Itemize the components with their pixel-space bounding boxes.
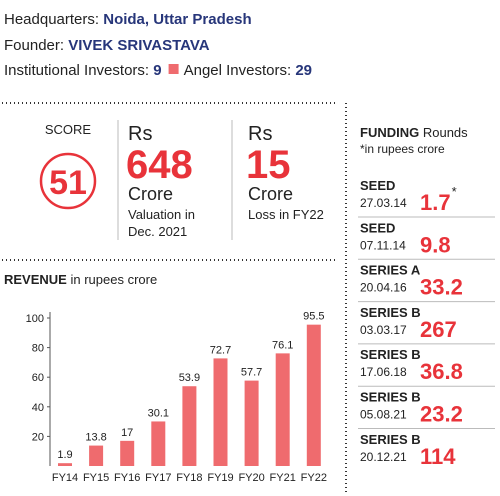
bar — [58, 463, 72, 466]
inst-label: Institutional Investors: — [4, 62, 149, 79]
bar — [244, 380, 259, 466]
note: Valuation in — [128, 207, 195, 222]
round-amount: 9.8 — [420, 232, 451, 257]
round-stage: SERIES A — [360, 263, 421, 278]
founder-label: Founder: — [4, 37, 64, 54]
x-tick-label: FY14 — [52, 472, 78, 484]
separator-square — [168, 64, 179, 74]
value-label: 76.1 — [272, 339, 293, 351]
x-tick-label: FY17 — [145, 472, 171, 484]
x-tick-label: FY20 — [238, 472, 264, 484]
bar — [306, 324, 321, 466]
round-date: 20.12.21 — [360, 450, 407, 464]
bar — [213, 358, 228, 466]
funding-title: FUNDING — [360, 125, 419, 140]
hq: Noida, Uttar Pradesh — [103, 11, 251, 28]
x-tick-label: FY22 — [301, 472, 327, 484]
value-label: 17 — [121, 427, 133, 439]
currency: Rs — [128, 123, 152, 145]
score-value: 51 — [49, 164, 87, 202]
x-tick-label: FY21 — [270, 472, 296, 484]
round-stage: SERIES B — [360, 432, 421, 447]
currency: Rs — [248, 123, 272, 145]
round-amount: 1.7 — [420, 190, 451, 215]
chart-title: REVENUE — [4, 272, 67, 287]
valuation-value: 648 — [126, 143, 193, 187]
round-date: 03.03.17 — [360, 323, 407, 337]
round-stage: SERIES B — [360, 305, 421, 320]
investors-line: Institutional Investors: 9 Angel Investor… — [4, 62, 312, 79]
round-stage: SEED — [360, 178, 395, 193]
y-tick-label: 60 — [32, 372, 44, 384]
bar — [275, 353, 290, 466]
round-amount: 114 — [420, 444, 456, 469]
round-amount: 23.2 — [420, 402, 463, 427]
y-tick-label: 20 — [32, 431, 44, 443]
chart-subtitle: in rupees crore — [70, 272, 157, 287]
unit: Crore — [248, 184, 293, 204]
funding-title-line: FUNDING Rounds — [360, 125, 468, 140]
x-tick-label: FY19 — [207, 472, 233, 484]
funding-subtitle: *in rupees crore — [360, 142, 445, 156]
y-tick-label: 80 — [32, 343, 44, 355]
round-amount: 36.8 — [420, 359, 463, 384]
funding-list: SEED 27.03.14 1.7 * SEED 07.11.14 9.8 SERIES A 2… — [358, 178, 495, 469]
x-tick-label: FY16 — [114, 472, 140, 484]
bar — [151, 421, 166, 466]
funding-title-rest: Rounds — [423, 125, 468, 140]
y-tick-label: 40 — [32, 402, 44, 414]
value-label: 13.8 — [85, 432, 106, 444]
round-amount: 33.2 — [420, 275, 463, 300]
round-date: 27.03.14 — [360, 196, 407, 210]
hq-label: Headquarters: — [4, 11, 99, 28]
angel: 29 — [295, 62, 312, 79]
loss-value: 15 — [246, 143, 291, 187]
inst: 9 — [153, 62, 161, 79]
bar — [182, 386, 197, 466]
unit: Crore — [128, 184, 173, 204]
score-label: SCORE — [45, 122, 92, 137]
note: Dec. 2021 — [128, 224, 187, 239]
round-date: 17.06.18 — [360, 365, 407, 379]
value-label: 72.7 — [210, 344, 231, 356]
revenue-chart: 20 40 60 80 100 1.9 FY14 13.8 FY15 17 FY16 30.1 FY17… — [26, 311, 327, 484]
x-tick-label: FY15 — [83, 472, 109, 484]
x-tick-label: FY18 — [176, 472, 202, 484]
value-label: 1.9 — [57, 449, 72, 461]
value-label: 30.1 — [148, 407, 169, 419]
chart-title-line: REVENUE in rupees crore — [4, 272, 157, 287]
hq-line: Headquarters: Noida, Uttar Pradesh — [4, 11, 252, 28]
bar — [89, 445, 104, 466]
value-label: 95.5 — [303, 311, 324, 323]
round-date: 05.08.21 — [360, 408, 407, 422]
value-label: 57.7 — [241, 367, 262, 379]
value-label: 53.9 — [179, 372, 200, 384]
angel-label: Angel Investors: — [184, 62, 292, 79]
round-amount: 267 — [420, 317, 457, 342]
note: Loss in FY22 — [248, 207, 324, 222]
round-date: 20.04.16 — [360, 281, 407, 295]
y-tick-label: 100 — [26, 313, 44, 325]
founder-line: Founder: VIVEK SRIVASTAVA — [4, 37, 210, 54]
round-stage: SERIES B — [360, 347, 421, 362]
round-date: 07.11.14 — [360, 238, 406, 252]
score-circle — [39, 152, 97, 210]
founder: VIVEK SRIVASTAVA — [68, 37, 210, 54]
round-mark: * — [452, 184, 457, 199]
round-stage: SEED — [360, 220, 395, 235]
bar — [120, 440, 135, 466]
round-stage: SERIES B — [360, 390, 421, 405]
